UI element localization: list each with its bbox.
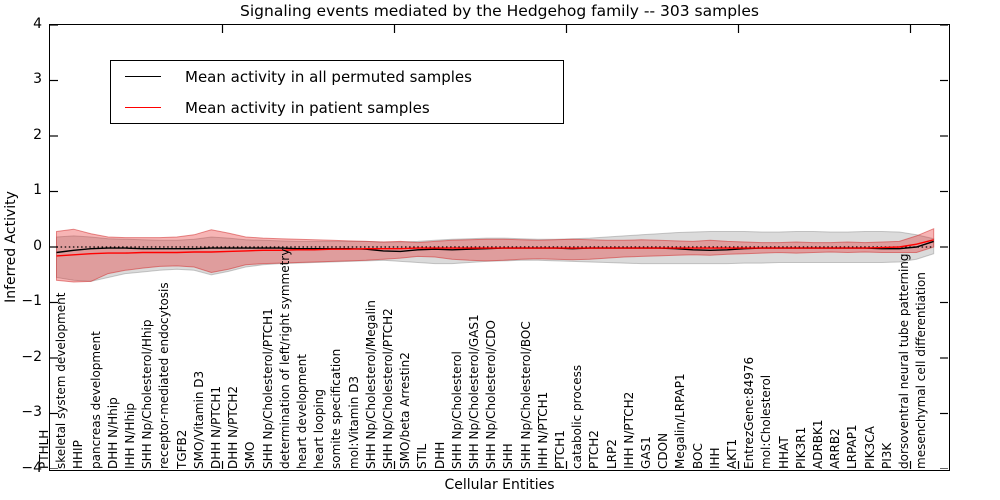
x-tick-label: heart looping <box>312 389 327 469</box>
x-tick-label: TGFB2 <box>174 429 189 469</box>
legend-label: Mean activity in all permuted samples <box>185 67 472 86</box>
x-tick-label: pancreas development <box>88 331 103 469</box>
x-tick-label: PTHLH <box>37 429 51 469</box>
permuted-line-swatch-icon <box>125 76 161 77</box>
legend-item: Mean activity in patient samples <box>111 92 563 123</box>
x-tick-label: PI3K <box>879 442 894 469</box>
legend-item: Mean activity in all permuted samples <box>111 61 563 92</box>
chart-canvas <box>50 25 948 469</box>
y-tick-label: −2 <box>21 348 42 365</box>
x-tick-label: SHH Np/Cholesterol/BOC <box>518 321 533 469</box>
y-tick-label: −4 <box>21 459 42 476</box>
x-tick-label: dorsoventral neural tube patterning <box>897 253 911 469</box>
x-tick-label: SMO/Vitamin D3 <box>191 370 206 469</box>
x-tick-label: PTCH1 <box>553 430 567 469</box>
x-tick-label: ARRB2 <box>828 428 843 469</box>
x-tick-label: mol:Cholesterol <box>759 374 774 469</box>
x-tick-label: mol:Vitamin D3 <box>346 375 361 469</box>
x-tick-label: AKT1 <box>725 438 739 469</box>
x-tick-label: SHH Np/Cholesterol/Hhip <box>140 319 155 469</box>
x-tick-label: CDON <box>656 432 671 469</box>
x-tick-label: PIK3R1 <box>793 426 808 469</box>
x-tick-label: heart development <box>295 354 309 469</box>
y-tick-label: 4 <box>33 15 42 32</box>
x-tick-label: IHH N/Hhip <box>123 403 137 469</box>
x-tick-label: SHH Np/Cholesterol/PTCH1 <box>260 308 275 469</box>
x-tick-label: SHH Np/Cholesterol/Megalin <box>363 300 378 469</box>
x-tick-label: SMO/beta Arrestin2 <box>398 352 413 469</box>
x-axis-label: Cellular Entities <box>444 477 555 493</box>
x-tick-label: SHH Np/Cholesterol/GAS1 <box>467 314 481 469</box>
x-tick-label: PIK3CA <box>862 426 877 469</box>
y-tick-label: −1 <box>21 293 42 309</box>
chart-title: Signaling events mediated by the Hedgeho… <box>240 2 759 20</box>
x-tick-label: HHIP <box>71 440 86 469</box>
y-tick-label: 0 <box>33 237 42 254</box>
x-tick-label: LRPAP1 <box>845 424 860 469</box>
x-tick-label: DHH N/PTCH2 <box>226 385 241 469</box>
x-tick-label: receptor-mediated endocytosis <box>157 282 172 469</box>
y-tick-label: 3 <box>33 71 42 87</box>
x-tick-label: somite specification <box>329 348 344 469</box>
y-tick-label: −3 <box>21 404 42 420</box>
x-tick-label: DHH N/PTCH1 <box>209 385 223 469</box>
x-tick-label: DHH N/Hhip <box>105 397 120 469</box>
x-tick-label: IHH N/PTCH2 <box>621 391 636 469</box>
y-tick-label: 2 <box>33 126 42 143</box>
x-tick-label: STIL <box>415 443 430 469</box>
x-tick-label: LRP2 <box>604 439 619 469</box>
plot-area: Mean activity in all permuted samples Me… <box>49 24 950 471</box>
x-tick-label: ADRBK1 <box>811 419 825 469</box>
x-tick-label: EntrezGene:84976 <box>742 356 757 469</box>
x-tick-label: PTCH2 <box>587 430 602 469</box>
x-tick-label: HHAT <box>776 436 791 469</box>
x-tick-label: SHH Np/Cholesterol <box>449 351 464 469</box>
legend-label: Mean activity in patient samples <box>185 98 430 117</box>
x-tick-label: IHH <box>707 447 722 469</box>
y-tick-label: 1 <box>33 182 42 198</box>
legend: Mean activity in all permuted samples Me… <box>110 60 564 124</box>
x-tick-label: Megalin/LRPAP1 <box>673 373 688 469</box>
x-tick-label: SHH Np/Cholesterol/CDO <box>484 320 499 469</box>
x-tick-label: mesenchymal cell differentiation <box>914 272 929 469</box>
x-tick-label: IHH N/PTCH1 <box>535 391 550 469</box>
patient-line-swatch-icon <box>125 107 161 108</box>
x-tick-label: catabolic process <box>570 364 585 469</box>
x-tick-label: DHH <box>432 441 447 469</box>
x-tick-label: SHH Np/Cholesterol/PTCH2 <box>381 308 395 469</box>
x-tick-label: GAS1 <box>639 436 653 469</box>
x-tick-label: skeletal system development <box>54 292 69 469</box>
x-tick-label: SMO <box>243 441 258 469</box>
x-tick-label: SHH <box>501 443 516 469</box>
x-tick-label: BOC <box>690 443 705 469</box>
x-tick-label: determination of left/right symmetry <box>277 248 292 469</box>
